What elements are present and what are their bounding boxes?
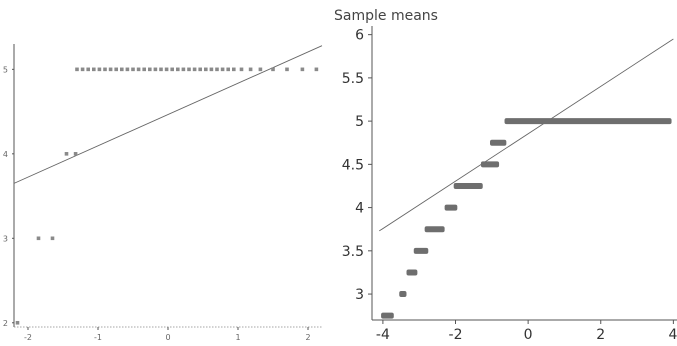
right-data-points-run [413, 247, 429, 254]
left-reference-line [13, 45, 323, 184]
left-data-point [176, 67, 180, 72]
right-y-tick-label: 3.5 [342, 244, 364, 260]
right-data-points-run [504, 118, 672, 125]
left-data-point [108, 67, 113, 72]
right-y-tick-label: 4 [355, 201, 364, 217]
right-y-tick-label: 5 [355, 114, 364, 130]
left-data-point [204, 67, 208, 72]
right-x-tick-label: -4 [376, 327, 390, 343]
left-y-tick-label: 3 [3, 234, 8, 243]
left-y-tick-label: 5 [3, 65, 8, 74]
right-x-tick-label: 2 [596, 327, 605, 343]
left-data-point [271, 67, 275, 72]
left-data-point [142, 67, 146, 72]
left-data-point [97, 67, 102, 72]
left-data-point [248, 67, 253, 72]
left-data-point [181, 67, 186, 72]
left-data-point [80, 67, 85, 72]
right-data-points-run [444, 204, 458, 211]
left-data-point [198, 67, 202, 72]
left-data-point [226, 67, 230, 72]
left-data-point [314, 67, 319, 72]
left-data-point [215, 67, 219, 72]
right-y-tick-label: 4.5 [342, 157, 364, 173]
left-data-point [285, 67, 289, 72]
left-data-point [103, 67, 107, 72]
left-data-point [192, 67, 197, 72]
left-data-point [239, 67, 244, 72]
left-data-point [170, 67, 174, 72]
left-data-point [120, 67, 124, 72]
right-data-points-run [424, 226, 445, 233]
right-y-tick-label: 3 [355, 287, 364, 303]
left-data-point [125, 67, 130, 72]
left-x-tick-label: -1 [94, 333, 102, 342]
right-x-tick-label: 0 [524, 327, 533, 343]
left-data-point [300, 67, 305, 72]
left-data-point [75, 67, 79, 72]
left-data-point [73, 152, 78, 156]
left-data-point [64, 152, 69, 156]
left-data-point [92, 67, 96, 72]
chart-title: Sample means [334, 8, 438, 24]
right-x-tick-label: -2 [449, 327, 463, 343]
left-qq-plot: 2 3 4 5 -2 -1 0 1 2 [3, 44, 323, 342]
left-x-tick-label: 2 [305, 333, 310, 342]
right-data-points-run [406, 269, 418, 276]
right-reference-line [379, 38, 674, 232]
left-data-point [86, 67, 90, 72]
left-data-point [159, 67, 163, 72]
left-data-point [164, 67, 169, 72]
left-data-point [153, 67, 158, 72]
left-data-point [36, 236, 41, 241]
left-data-point [136, 67, 141, 72]
left-y-tick-label: 2 [3, 319, 8, 328]
right-y-tick-label: 6 [355, 28, 364, 44]
right-data-points-run [490, 139, 507, 146]
left-data-point [220, 67, 225, 72]
left-x-tick-label: 0 [165, 333, 170, 342]
left-y-tick-label: 4 [3, 150, 8, 159]
left-data-point [131, 67, 135, 72]
right-data-points-run [381, 312, 394, 319]
left-data-point [232, 67, 236, 72]
left-data-point [15, 320, 20, 325]
left-data-point [50, 236, 55, 241]
left-data-point [209, 67, 214, 72]
left-data-point [148, 67, 152, 72]
right-qq-plot-sample-means: Sample means 3 3.5 4 4.5 5 5.5 6 -4 -2 0 2 4 [334, 8, 677, 343]
left-data-point [187, 67, 191, 72]
left-data-point [258, 67, 263, 72]
right-data-points-run [453, 182, 483, 189]
right-data-points-run [480, 161, 500, 168]
right-data-points-run [399, 291, 407, 298]
left-x-tick-label: -2 [24, 333, 32, 342]
right-x-tick-label: 4 [668, 327, 677, 343]
left-data-point [114, 67, 118, 72]
left-x-tick-label: 1 [235, 333, 240, 342]
right-y-tick-label: 5.5 [342, 71, 364, 87]
